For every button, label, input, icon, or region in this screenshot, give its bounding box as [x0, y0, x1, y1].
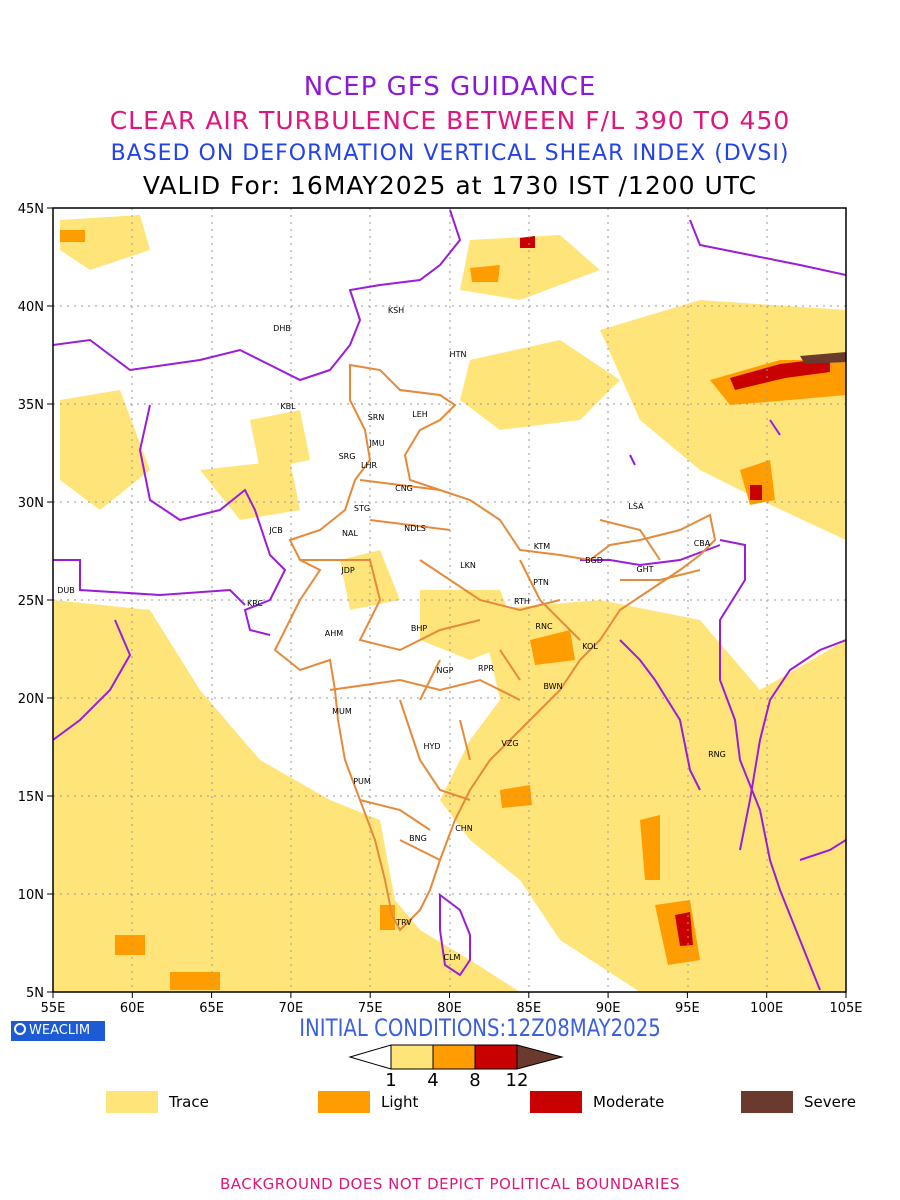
- station-jcb: JCB: [268, 526, 282, 535]
- lon-label: 90E: [596, 1001, 621, 1016]
- station-bwn: BWN: [543, 682, 562, 691]
- initial-conditions: INITIAL CONDITIONS:12Z08MAY2025: [299, 1014, 661, 1042]
- station-bgd: BGD: [585, 556, 603, 565]
- station-lkn: LKN: [460, 561, 476, 570]
- lat-label: 40N: [18, 300, 44, 315]
- station-bng: BNG: [409, 834, 427, 843]
- station-leh: LEH: [412, 410, 428, 419]
- station-ahm: AHM: [325, 629, 343, 638]
- lon-label: 75E: [358, 1001, 383, 1016]
- station-htn: HTN: [450, 350, 467, 359]
- station-rpr: RPR: [478, 664, 494, 673]
- lat-label: 20N: [18, 692, 44, 707]
- station-chn: CHN: [455, 824, 473, 833]
- lon-label: 100E: [750, 1001, 783, 1016]
- station-ngp: NGP: [436, 666, 453, 675]
- station-rth: RTH: [514, 597, 530, 606]
- station-labels: KSH DHB HTN KBL SRN LEH JMU SRG LHR CNG STG LSA JCB N…: [57, 306, 726, 962]
- station-trv: TRV: [395, 918, 412, 927]
- station-dub: DUB: [57, 586, 75, 595]
- lon-label: 80E: [437, 1001, 462, 1016]
- title-product: NCEP GFS GUIDANCE: [303, 72, 597, 102]
- station-stg: STG: [354, 504, 370, 513]
- lon-label: 55E: [41, 1001, 66, 1016]
- colorbar-tick-label: 12: [505, 1070, 529, 1091]
- station-dhb: DHB: [273, 324, 291, 333]
- station-mum: MUM: [332, 707, 352, 716]
- station-rng: RNG: [708, 750, 726, 759]
- lon-label: 65E: [199, 1001, 224, 1016]
- legend-swatch-trace: [106, 1091, 158, 1113]
- station-pum: PUM: [353, 777, 371, 786]
- legend-label-moderate: Moderate: [593, 1093, 665, 1111]
- logo-circle-icon: [14, 1023, 26, 1035]
- legend-label-light: Light: [381, 1093, 419, 1111]
- title-method: BASED ON DEFORMATION VERTICAL SHEAR INDE…: [110, 141, 790, 166]
- colorbar-tick-label: 1: [385, 1070, 397, 1091]
- station-jmu: JMU: [368, 439, 384, 448]
- legend-swatch-moderate: [530, 1091, 582, 1113]
- lat-label: 10N: [18, 888, 44, 903]
- footer-disclaimer: BACKGROUND DOES NOT DEPICT POLITICAL BOU…: [220, 1175, 680, 1193]
- lon-label: 70E: [279, 1001, 304, 1016]
- lat-label: 5N: [26, 986, 44, 1001]
- lat-label: 45N: [18, 202, 44, 217]
- station-kol: KOL: [582, 642, 598, 651]
- legend-label-severe: Severe: [804, 1093, 856, 1111]
- station-bhp: BHP: [411, 624, 428, 633]
- graticule: [53, 208, 846, 992]
- lat-label: 30N: [18, 496, 44, 511]
- lon-label: 85E: [516, 1001, 541, 1016]
- station-nal: NAL: [342, 529, 358, 538]
- legend-swatch-light: [318, 1091, 370, 1113]
- coastline-borders: [53, 209, 846, 991]
- legend-label-trace: Trace: [169, 1093, 209, 1111]
- station-ndls: NDLS: [404, 524, 426, 533]
- station-cng: CNG: [395, 484, 413, 493]
- weaclim-logo: WEACLIM: [11, 1021, 105, 1041]
- lat-label: 25N: [18, 594, 44, 609]
- station-kbl: KBL: [280, 402, 296, 411]
- station-ght: GHT: [636, 565, 653, 574]
- lon-label: 105E: [829, 1001, 862, 1016]
- station-lhr: LHR: [361, 461, 377, 470]
- india-state-boundaries: [273, 363, 717, 932]
- colorbar-tick-label: 4: [427, 1070, 439, 1091]
- station-srg: SRG: [339, 452, 356, 461]
- station-vzg: VZG: [501, 739, 518, 748]
- station-ptn: PTN: [533, 578, 549, 587]
- station-rnc: RNC: [535, 622, 553, 631]
- lon-label: 95E: [675, 1001, 700, 1016]
- title-valid-time: VALID For: 16MAY2025 at 1730 IST /1200 U…: [142, 171, 758, 200]
- station-srn: SRN: [368, 413, 385, 422]
- station-hyd: HYD: [423, 742, 440, 751]
- lon-label: 60E: [120, 1001, 145, 1016]
- lat-label: 35N: [18, 398, 44, 413]
- station-lsa: LSA: [628, 502, 644, 511]
- logo-text: WEACLIM: [29, 1023, 91, 1038]
- station-clm: CLM: [444, 953, 461, 962]
- station-cba: CBA: [694, 539, 711, 548]
- station-ksh: KSH: [388, 306, 404, 315]
- station-jdp: JDP: [340, 566, 355, 575]
- legend-swatch-severe: [741, 1091, 793, 1113]
- station-krc: KRC: [247, 599, 263, 608]
- colorbar-tick-label: 8: [469, 1070, 481, 1091]
- lat-label: 15N: [18, 790, 44, 805]
- title-parameter: CLEAR AIR TURBULENCE BETWEEN F/L 390 TO …: [109, 106, 791, 135]
- turbulence-shading: [53, 215, 846, 992]
- station-ktm: KTM: [534, 542, 551, 551]
